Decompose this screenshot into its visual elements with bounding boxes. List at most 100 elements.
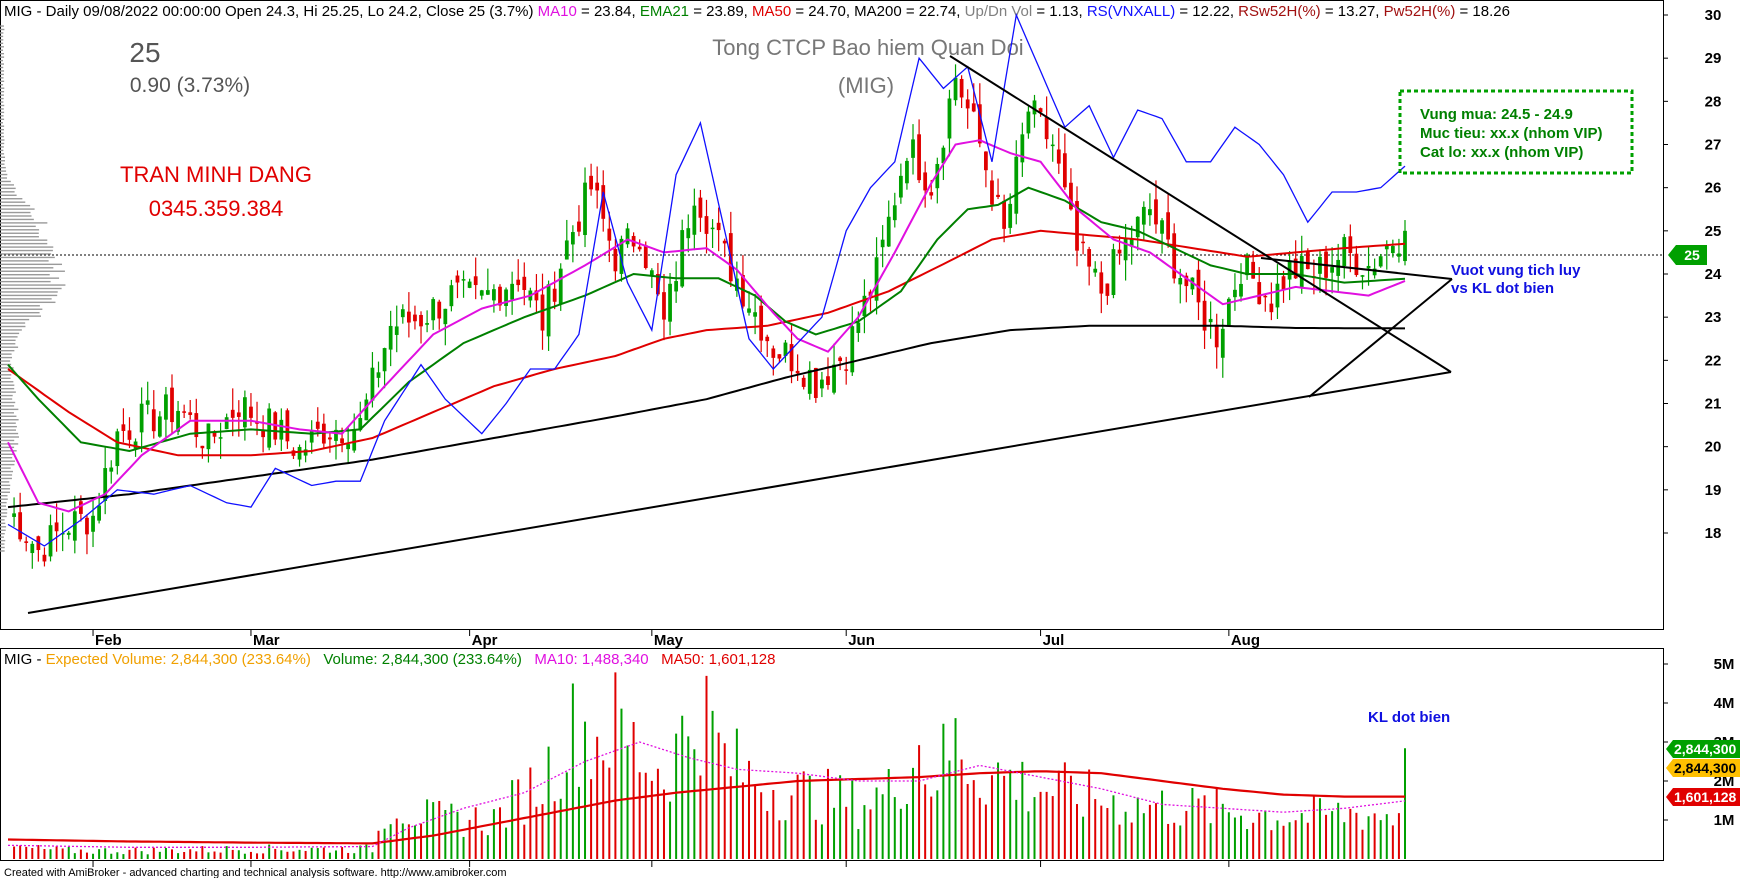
profile-bar: [0, 125, 5, 127]
candle-body: [425, 323, 429, 325]
profile-bar: [0, 32, 4, 34]
candle-body: [145, 400, 150, 405]
profile-bar: [0, 242, 48, 245]
candle-body: [886, 216, 891, 247]
candle-body: [1257, 282, 1262, 305]
candle-body: [1135, 216, 1140, 238]
candle-body: [625, 228, 630, 245]
y-tick-label: 24: [1705, 266, 1722, 283]
candle-body: [230, 409, 235, 418]
candle-body: [485, 290, 490, 295]
candle-body: [1342, 237, 1347, 267]
candle-body: [419, 314, 423, 327]
profile-bar: [0, 536, 4, 538]
profile-bar: [0, 550, 5, 552]
candle-body: [777, 354, 782, 359]
profile-bar: [0, 232, 39, 234]
profile-bar: [0, 218, 34, 221]
header-seg-1: MA10: [538, 3, 577, 20]
candle-body: [771, 348, 776, 358]
candle-body: [1087, 249, 1092, 267]
profile-bar: [0, 225, 36, 228]
volume-header: MIG - Expected Volume: 2,844,300 (233.64…: [4, 651, 775, 668]
profile-bar: [0, 484, 11, 487]
candle-body: [492, 289, 496, 301]
profile-bar: [0, 425, 17, 428]
profile-bar: [0, 363, 12, 366]
candle-body: [1305, 250, 1310, 270]
profile-bar: [0, 28, 5, 31]
candle-body: [279, 419, 284, 440]
profile-bar: [0, 450, 17, 452]
candle-body: [364, 399, 369, 421]
profile-bar: [0, 84, 4, 86]
profile-bar: [0, 256, 55, 259]
candle-body: [1008, 203, 1013, 228]
profile-bar: [0, 305, 40, 307]
candle-body: [72, 511, 77, 541]
candle-body: [285, 410, 290, 442]
candle-body: [170, 387, 174, 423]
header-seg-9: RS(VNXALL): [1087, 3, 1175, 20]
y-tick-label: 29: [1705, 50, 1722, 67]
profile-bar: [0, 488, 10, 490]
candle-body: [564, 240, 569, 260]
profile-bar: [0, 277, 60, 279]
candle-body: [801, 377, 806, 387]
profile-bar: [0, 149, 4, 152]
candle-body: [1269, 303, 1274, 313]
profile-bar: [0, 481, 10, 483]
profile-bar: [0, 401, 16, 404]
candle-body: [1220, 328, 1225, 358]
candle-body: [552, 288, 557, 302]
price-tag-label: 25: [1684, 247, 1700, 263]
profile-bar: [0, 415, 17, 417]
y-tick-label: 27: [1705, 137, 1722, 154]
profile-bar: [0, 139, 5, 141]
candle-body: [455, 275, 460, 283]
candle-body: [898, 175, 903, 198]
profile-bar: [0, 322, 26, 324]
profile-bar: [0, 153, 5, 155]
candlesticks: [12, 64, 1407, 569]
triangle-side: [1308, 278, 1453, 398]
candle-body: [1348, 236, 1353, 253]
y-tick-label: 20: [1705, 439, 1722, 456]
candle-body: [1154, 199, 1158, 225]
profile-bar: [0, 211, 31, 214]
profile-bar: [0, 229, 40, 231]
profile-bar: [0, 90, 5, 93]
volume-tag-label: 1,601,128: [1674, 789, 1736, 805]
candle-body: [97, 505, 101, 521]
volume-tick-label: 5M: [1714, 656, 1735, 673]
profile-bar: [0, 343, 16, 345]
candle-body: [874, 257, 879, 301]
candle-body: [662, 292, 666, 320]
candle-body: [437, 301, 442, 319]
volume-tag-label: 2,844,300: [1674, 741, 1736, 757]
candle-body: [1202, 300, 1207, 331]
candle-body: [1208, 318, 1213, 323]
profile-bar: [0, 301, 56, 304]
candle-body: [1050, 144, 1055, 147]
profile-bar: [0, 498, 8, 500]
candle-body: [977, 104, 982, 144]
profile-bar: [0, 419, 19, 421]
candle-body: [1354, 253, 1359, 276]
profile-bar: [0, 367, 14, 369]
candle-body: [929, 192, 934, 196]
profile-bar: [0, 194, 17, 196]
profile-bar: [0, 101, 4, 103]
candle-body: [340, 438, 344, 444]
candle-body: [1038, 108, 1043, 113]
candle-body: [218, 437, 223, 439]
volume-header-seg-0: MIG -: [4, 651, 46, 668]
candle-body: [583, 182, 587, 236]
profile-bar: [0, 177, 8, 179]
candle-body: [127, 430, 132, 440]
candle-body: [54, 522, 59, 532]
profile-bar: [0, 135, 4, 138]
profile-bar: [0, 184, 14, 186]
profile-bar: [0, 353, 12, 355]
candle-body: [1245, 254, 1249, 276]
